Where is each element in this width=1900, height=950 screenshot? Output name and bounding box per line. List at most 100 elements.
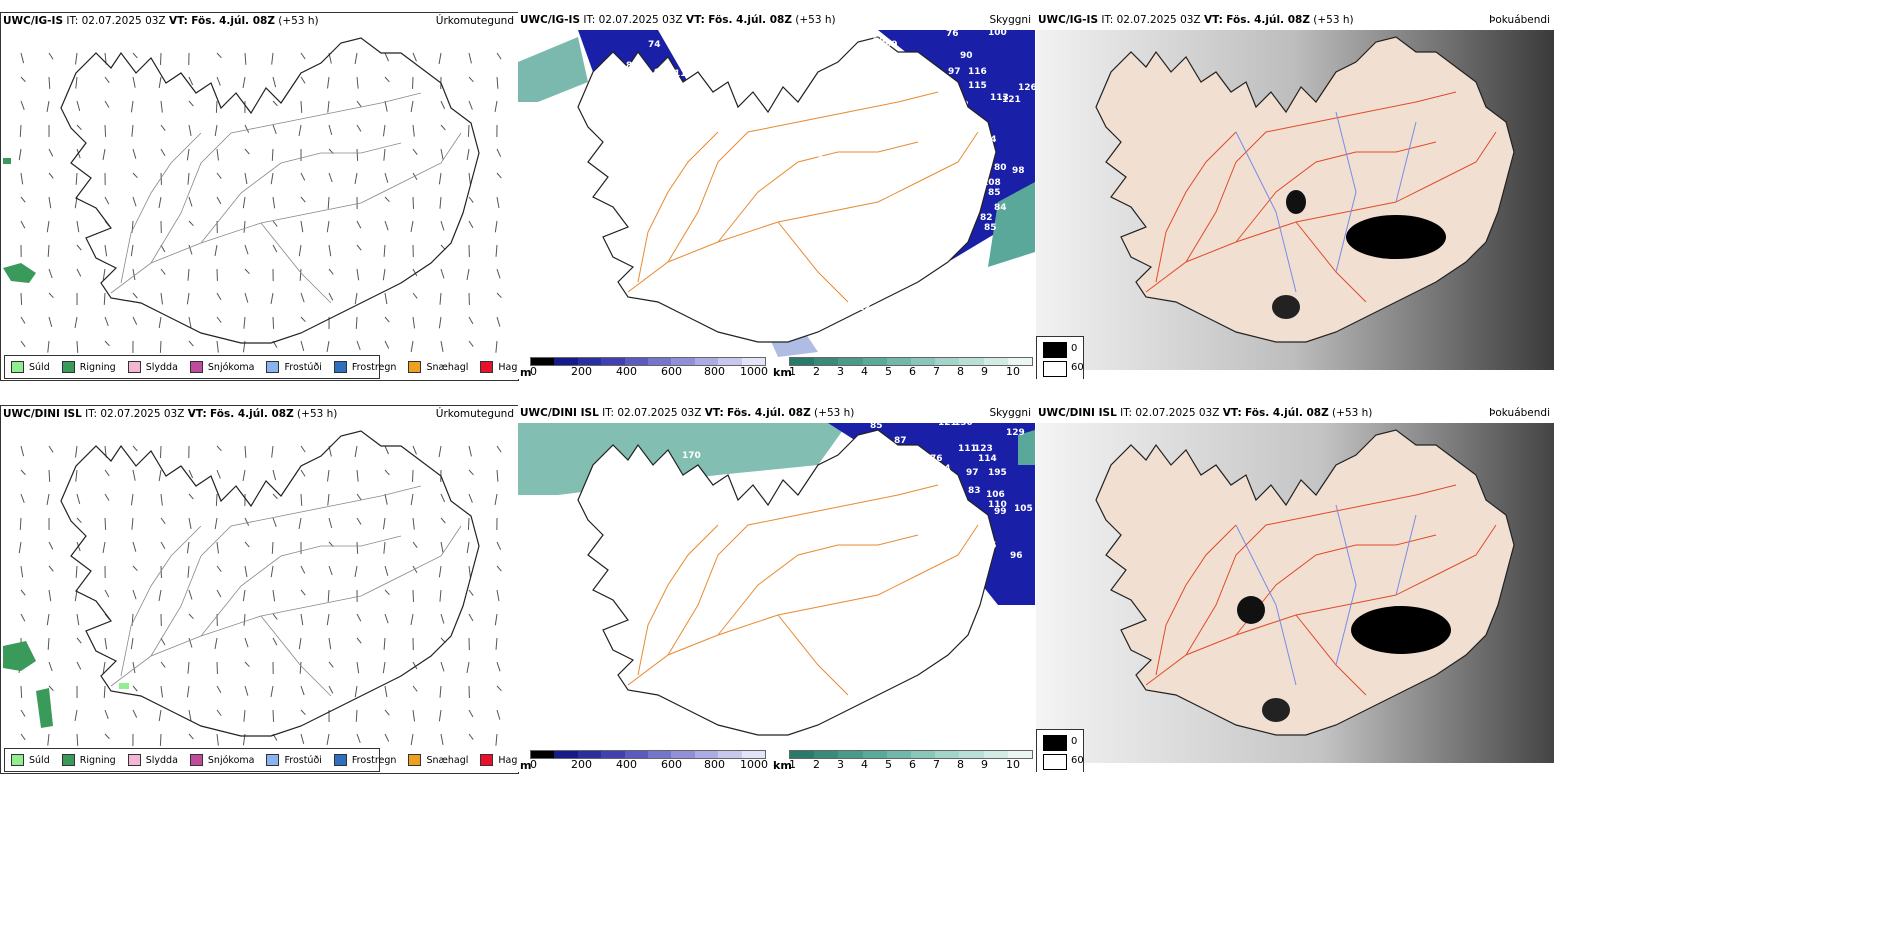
legend-swatch bbox=[408, 361, 422, 373]
wind-barb bbox=[496, 565, 502, 572]
visibility-value-label: 87 bbox=[894, 436, 907, 446]
precip-type-panel-row1: UWC/IG-IS IT: 02.07.2025 03Z VT: Fös. 4.… bbox=[0, 12, 519, 381]
wind-barb bbox=[300, 220, 304, 233]
wind-barb bbox=[326, 340, 330, 353]
fog-map bbox=[1036, 30, 1554, 370]
wind-barb bbox=[216, 685, 222, 694]
wind-barb bbox=[20, 589, 26, 596]
wind-barb bbox=[160, 661, 166, 668]
wind-barb bbox=[327, 469, 330, 482]
wind-barb bbox=[468, 172, 471, 185]
tick: 2 bbox=[813, 365, 820, 378]
wind-barb bbox=[300, 52, 306, 60]
iceland-wind-map bbox=[3, 430, 502, 747]
tick: 3 bbox=[837, 365, 844, 378]
wind-barb bbox=[438, 445, 442, 458]
tick: 200 bbox=[571, 365, 592, 378]
wind-barb bbox=[412, 52, 417, 62]
wind-barb bbox=[356, 613, 362, 622]
visibility-value-label: 94 bbox=[818, 155, 831, 165]
wind-barb bbox=[383, 244, 386, 257]
wind-barb bbox=[410, 340, 414, 353]
fog-legend: 0 60 bbox=[1036, 729, 1084, 772]
wind-barb bbox=[438, 52, 442, 65]
wind-barb bbox=[158, 589, 162, 602]
wind-barb bbox=[160, 517, 166, 524]
precip-legend: Súld Rigning Slydda Snjókoma Frostúði Frostre… bbox=[4, 748, 518, 772]
wind-barb bbox=[47, 637, 50, 650]
wind-barb bbox=[242, 196, 246, 209]
wind-barb bbox=[187, 661, 190, 674]
wind-barb bbox=[20, 76, 26, 83]
tick: 0 bbox=[530, 365, 537, 378]
wind-barb bbox=[384, 220, 389, 231]
wind-barb bbox=[356, 148, 359, 161]
wind-barb bbox=[440, 613, 445, 624]
wind-barb bbox=[20, 709, 26, 717]
tick: 4 bbox=[861, 365, 868, 378]
wind-barb bbox=[158, 469, 162, 482]
wind-barb bbox=[412, 124, 415, 137]
wind-barb bbox=[20, 565, 24, 578]
wind-barb bbox=[412, 148, 418, 155]
wind-barb bbox=[104, 589, 110, 598]
legend-label: Snjókoma bbox=[207, 754, 255, 766]
wind-barb bbox=[216, 196, 222, 205]
wind-barb bbox=[18, 541, 22, 554]
visibility-value-label: 114 bbox=[978, 454, 997, 464]
wind-barb bbox=[298, 244, 302, 257]
wind-barb bbox=[132, 172, 138, 179]
wind-barb bbox=[243, 316, 246, 329]
visibility-value-label: 97 bbox=[948, 67, 961, 77]
legend-item: Snjókoma bbox=[189, 361, 254, 373]
tick: 400 bbox=[616, 365, 637, 378]
wind-barb bbox=[244, 661, 250, 668]
wind-barb bbox=[440, 220, 445, 231]
wind-barb bbox=[158, 196, 162, 209]
tick: 3 bbox=[837, 758, 844, 771]
wind-barb bbox=[495, 244, 498, 257]
wind-barb bbox=[159, 340, 162, 353]
wind-barb bbox=[468, 196, 474, 203]
wind-barb bbox=[300, 493, 303, 506]
legend-swatch bbox=[61, 754, 75, 766]
visibility-value-label: 12 bbox=[858, 303, 871, 313]
wind-barb bbox=[327, 493, 330, 506]
wind-barb bbox=[76, 244, 82, 251]
wind-barb bbox=[468, 565, 471, 578]
wind-barb bbox=[496, 469, 499, 482]
wind-barb bbox=[468, 709, 474, 718]
wind-barb bbox=[384, 565, 389, 576]
visibility-value-label: 123 bbox=[974, 444, 993, 454]
wind-barb bbox=[48, 196, 52, 209]
visibility-value-label: 81 bbox=[666, 83, 679, 93]
wind-barb bbox=[384, 172, 389, 183]
wind-barb bbox=[48, 148, 54, 157]
wind-barb bbox=[272, 196, 276, 209]
wind-barb bbox=[326, 733, 330, 746]
wind-barb bbox=[131, 517, 134, 530]
wind-barb bbox=[132, 685, 138, 692]
wind-barb bbox=[412, 541, 418, 548]
wind-barb bbox=[438, 316, 442, 329]
wind-barb bbox=[159, 733, 162, 746]
wind-barb bbox=[243, 613, 246, 626]
wind-barb bbox=[242, 469, 246, 482]
legend-item: Snæhagl bbox=[408, 754, 468, 766]
wind-barb bbox=[272, 637, 278, 646]
visibility-value-label: 361 bbox=[856, 235, 875, 245]
visibility-value-label: 106 bbox=[986, 490, 1005, 500]
wind-barb bbox=[20, 733, 26, 741]
wind-barb bbox=[354, 445, 358, 458]
wind-barb bbox=[188, 517, 192, 529]
wind-barb bbox=[466, 661, 470, 674]
wind-barb bbox=[272, 100, 278, 107]
wind-barb bbox=[46, 493, 50, 506]
field-name: Skyggni bbox=[989, 407, 1032, 419]
legend-label: Frostúði bbox=[284, 754, 322, 766]
wind-barb bbox=[467, 517, 470, 530]
wind-barb bbox=[130, 244, 134, 257]
wind-barb bbox=[242, 76, 246, 89]
wind-barb bbox=[271, 148, 274, 161]
wind-barb bbox=[20, 196, 26, 203]
